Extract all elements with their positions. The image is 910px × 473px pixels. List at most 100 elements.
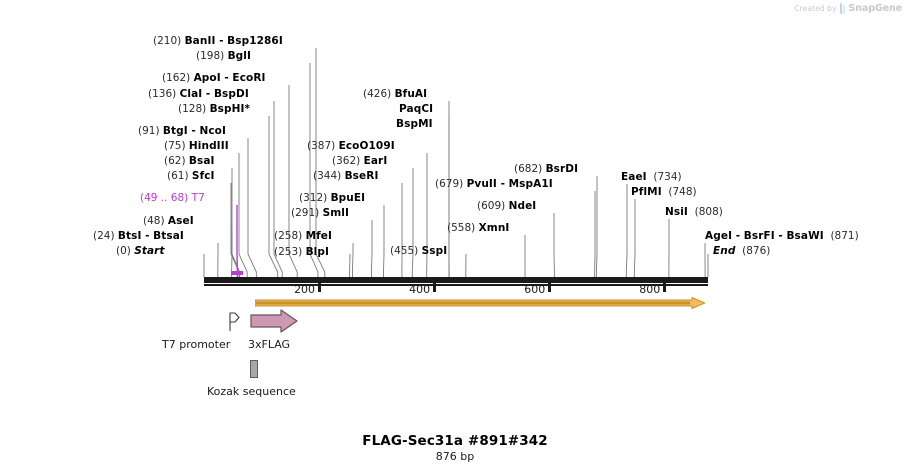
enzyme-label-sspI: (455) SspI [390,245,447,257]
enzyme-position: (748) [668,186,697,198]
enzyme-label-bsrDI: (682) BsrDI [514,163,578,175]
ruler-tick-label: 600 [524,283,546,296]
enzyme-position: (162) [162,72,191,84]
enzyme-position: (876) [742,245,771,257]
enzyme-name: SmlI [322,207,349,219]
enzyme-label-ndeI: (609) NdeI [477,200,536,212]
t7-promoter-shape [229,312,240,331]
snapgene-watermark: Created by SnapGene [794,3,902,14]
enzyme-name: AgeI [705,230,733,242]
enzyme-name: BtgI [162,125,188,137]
enzyme-position: (808) [694,206,723,218]
ruler-tick-label: 200 [294,283,316,296]
enzyme-label-smlI: (291) SmlI [291,207,349,219]
enzyme-name: EcoO109I [338,140,395,152]
watermark-created-label: Created by [794,4,837,13]
enzyme-position: (198) [196,50,225,62]
enzyme-label-eaeI: EaeI (734) [621,171,682,183]
enzyme-label-bspMI: BspMI [396,118,433,130]
enzyme-name: T7 [191,192,205,204]
enzyme-name: BspMI [396,118,433,130]
enzyme-label-bsaI: (62) BsaI [164,155,215,167]
t7-promoter-marker [231,271,243,275]
enzyme-label-hindIII: (75) HindIII [164,140,229,152]
leader-line-smlI [370,220,373,277]
enzyme-name: PaqCI [399,103,434,115]
enzyme-name: Bsp1286I [227,35,283,47]
enzyme-name: BlpI [305,246,330,258]
enzyme-label-banII: (210) BanII - Bsp1286I [153,35,283,47]
enzyme-name: BtsaI [153,230,184,242]
ruler-tick [318,283,321,292]
leader-line-sfcI [230,183,240,277]
feature-label-t7-promoter: T7 promoter [162,338,231,351]
enzyme-name: BspDI [213,88,249,100]
enzyme-position: (49 .. 68) [140,192,189,204]
leader-line-pflMI [633,199,636,277]
enzyme-label-sfcI: (61) SfcI [167,170,215,182]
map-title: FLAG-Sec31a #891#342 [362,433,548,449]
leader-line-eaeI [625,184,628,277]
enzyme-label-mfeI: (258) MfeI [274,230,332,242]
enzyme-label-t7feature: (49 .. 68) T7 [140,192,205,204]
enzyme-label-xmnI: (558) XmnI [447,222,509,234]
enzyme-label-btgI: (91) BtgI - NcoI [138,125,226,137]
enzyme-position: (258) [274,230,303,242]
enzyme-position: (24) [93,230,115,242]
enzyme-name: AseI [167,215,194,227]
enzyme-label-bglI: (198) BglI [196,50,251,62]
enzyme-position: (558) [447,222,476,234]
enzyme-position: (679) [435,178,464,190]
enzyme-position: (61) [167,170,189,182]
enzyme-name: BanII [184,35,216,47]
sequence-backbone [204,277,708,283]
enzyme-position: (312) [299,192,328,204]
enzyme-position: (734) [653,171,682,183]
ruler-tick [433,283,436,292]
enzyme-position: (62) [164,155,186,167]
snapgene-logo-icon [839,3,846,14]
enzyme-position: (455) [390,245,419,257]
enzyme-name: PflMI [631,186,662,198]
feature-label-3xflag: 3xFLAG [248,338,291,351]
enzyme-position: (0) [116,245,131,257]
orf-arrow [255,297,705,309]
enzyme-label-bfuAI: (426) BfuAI [363,88,427,100]
enzyme-label-btsI: (24) BtsI - BtsaI [93,230,184,242]
enzyme-label-bpuEI: (312) BpuEI [299,192,365,204]
enzyme-label-start: (0) Start [116,245,165,257]
enzyme-name: NdeI [508,200,537,212]
enzyme-position: (387) [307,140,336,152]
leader-line-earI [411,168,414,277]
enzyme-name: BglI [227,50,252,62]
enzyme-label-end: End (876) [713,245,770,257]
leader-line-hindIII [238,153,248,277]
enzyme-name: MfeI [305,230,333,242]
enzyme-position: (136) [148,88,177,100]
enzyme-separator: - [141,230,154,242]
enzyme-name: BseRI [344,170,379,182]
watermark-brand-label: SnapGene [848,3,903,14]
enzyme-name: NsiI [665,206,688,218]
leader-line-banII [315,48,326,277]
enzyme-name: HindIII [188,140,229,152]
enzyme-name: BsaI [188,155,215,167]
enzyme-position: (128) [178,103,207,115]
enzyme-position: (362) [332,155,361,167]
enzyme-name: BspHI* [209,103,251,115]
enzyme-label-bseRI: (344) BseRI [313,170,378,182]
enzyme-position: (48) [143,215,165,227]
enzyme-name: EcoRI [232,72,266,84]
enzyme-position: (210) [153,35,182,47]
enzyme-label-paqCI: PaqCI [399,103,433,115]
enzyme-name: MspA1I [508,178,553,190]
enzyme-name: XmnI [478,222,510,234]
enzyme-name: BpuEI [330,192,366,204]
enzyme-position: (75) [164,140,186,152]
enzyme-name: SspI [421,245,448,257]
enzyme-label-apoI: (162) ApoI - EcoRI [162,72,266,84]
enzyme-separator: - [202,88,214,100]
leader-line-bsaI [231,168,241,277]
enzyme-separator: - [215,35,228,47]
ruler-tick [663,283,666,292]
